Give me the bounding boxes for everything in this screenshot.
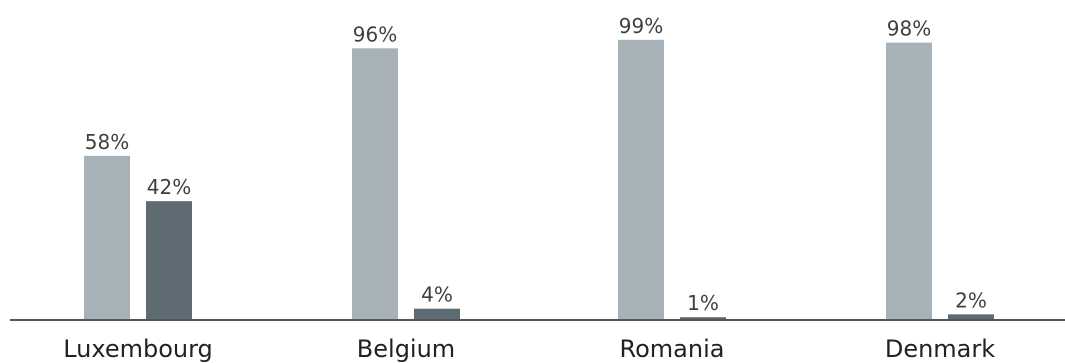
value-label-luxembourg-series-1: 58% <box>85 130 129 154</box>
value-label-denmark-series-2: 2% <box>955 288 987 312</box>
bar-luxembourg-series-1 <box>84 155 130 320</box>
category-label-romania: Romania <box>620 335 725 363</box>
bar-belgium-series-2 <box>414 308 460 320</box>
value-label-denmark-series-1: 98% <box>887 17 931 41</box>
bar-denmark-series-1 <box>886 42 932 320</box>
bar-romania-series-2 <box>680 317 726 320</box>
value-labels-layer: 58% 42% 96% 4% 99% 1% 98% 2% <box>85 14 987 315</box>
category-labels-layer: Luxembourg Belgium Romania Denmark <box>63 335 995 363</box>
category-label-belgium: Belgium <box>357 335 455 363</box>
bar-denmark-series-2 <box>948 314 994 320</box>
category-label-luxembourg: Luxembourg <box>63 335 213 363</box>
value-label-belgium-series-2: 4% <box>421 283 453 307</box>
bars-layer <box>84 39 994 321</box>
value-label-belgium-series-1: 96% <box>353 22 397 46</box>
category-label-denmark: Denmark <box>885 335 995 363</box>
value-label-luxembourg-series-2: 42% <box>147 175 191 199</box>
bar-luxembourg-series-2 <box>146 201 192 320</box>
bar-romania-series-1 <box>618 39 664 321</box>
value-label-romania-series-2: 1% <box>687 291 719 315</box>
value-label-romania-series-1: 99% <box>619 14 663 38</box>
bar-belgium-series-1 <box>352 48 398 320</box>
